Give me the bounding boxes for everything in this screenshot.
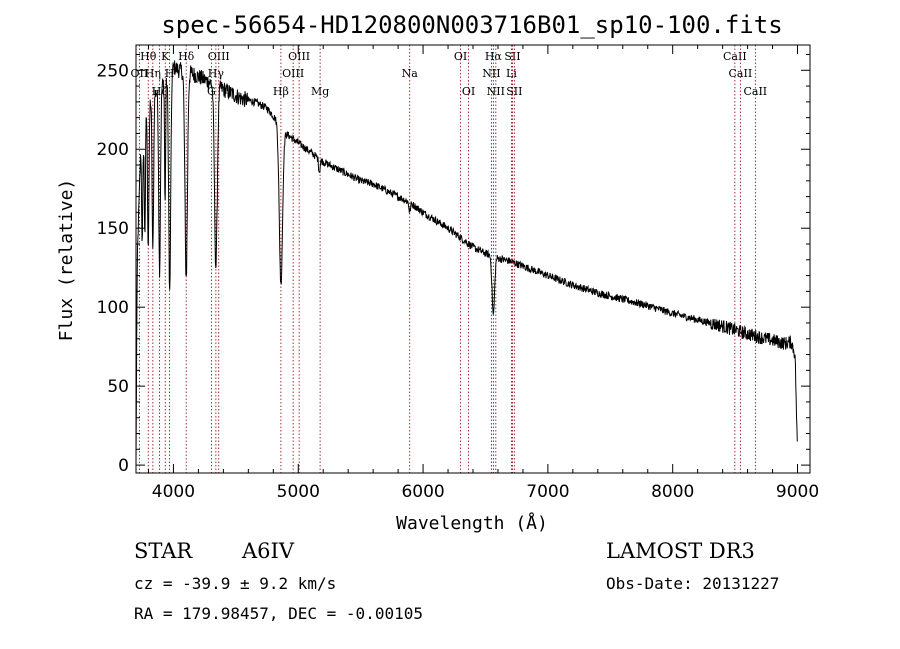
line-label: Hδ bbox=[178, 50, 195, 63]
line-label: Hη bbox=[145, 67, 161, 80]
line-label: Na bbox=[402, 67, 419, 80]
x-tick-label: 4000 bbox=[152, 482, 195, 502]
line-label: SII bbox=[506, 85, 522, 98]
y-tick-label: 0 bbox=[118, 456, 129, 476]
line-label: K bbox=[161, 50, 170, 63]
line-label: OI bbox=[454, 50, 467, 63]
line-label: H bbox=[165, 67, 175, 80]
y-axis-label: Flux (relative) bbox=[56, 179, 77, 342]
line-label: OIII bbox=[282, 67, 304, 80]
y-tick-label: 250 bbox=[97, 61, 129, 81]
x-tick-label: 9000 bbox=[776, 482, 819, 502]
line-label: Li bbox=[506, 67, 517, 80]
line-label: Hθ bbox=[140, 50, 157, 63]
y-tick-label: 100 bbox=[97, 298, 129, 318]
x-tick-label: 6000 bbox=[401, 482, 444, 502]
line-label: NII bbox=[482, 67, 500, 80]
object-class: STAR bbox=[134, 539, 193, 563]
line-label: Mg bbox=[311, 85, 329, 98]
coordinates-readout: RA = 179.98457, DEC = -0.00105 bbox=[134, 604, 423, 623]
line-label: NII bbox=[487, 85, 505, 98]
x-axis-label: Wavelength (Å) bbox=[396, 512, 548, 534]
y-tick-label: 150 bbox=[97, 219, 129, 239]
plot-frame bbox=[135, 44, 811, 474]
line-label: Hα bbox=[485, 50, 503, 63]
x-tick-label: 8000 bbox=[651, 482, 694, 502]
line-label: G bbox=[207, 85, 216, 98]
line-label: Hζ bbox=[152, 85, 168, 98]
line-label: CaII bbox=[743, 85, 767, 98]
chart-title: spec-56654-HD120800N003716B01_sp10-100.f… bbox=[161, 11, 782, 39]
line-label: OIII bbox=[288, 50, 310, 63]
survey-name: LAMOST DR3 bbox=[606, 539, 755, 563]
x-tick-label: 7000 bbox=[526, 482, 569, 502]
line-label: Hγ bbox=[208, 67, 225, 80]
line-label: SII bbox=[504, 50, 520, 63]
spectral-subclass: A6IV bbox=[242, 539, 294, 563]
axis-ticks: 4000 5000 6000 7000 8000 9000 0 50 100 150 200 250 bbox=[97, 45, 819, 502]
line-label: OIII bbox=[208, 50, 230, 63]
x-tick-label: 5000 bbox=[277, 482, 320, 502]
line-label: CaII bbox=[723, 50, 747, 63]
observation-date: Obs-Date: 20131227 bbox=[606, 574, 780, 593]
spectrum-line bbox=[135, 60, 798, 463]
line-label: CaII bbox=[729, 67, 753, 80]
line-label: OI bbox=[462, 85, 475, 98]
redshift-readout: cz = -39.9 ± 9.2 km/s bbox=[134, 574, 337, 593]
line-label: Hβ bbox=[273, 85, 289, 98]
y-tick-label: 200 bbox=[97, 140, 129, 160]
y-tick-label: 50 bbox=[107, 377, 129, 397]
